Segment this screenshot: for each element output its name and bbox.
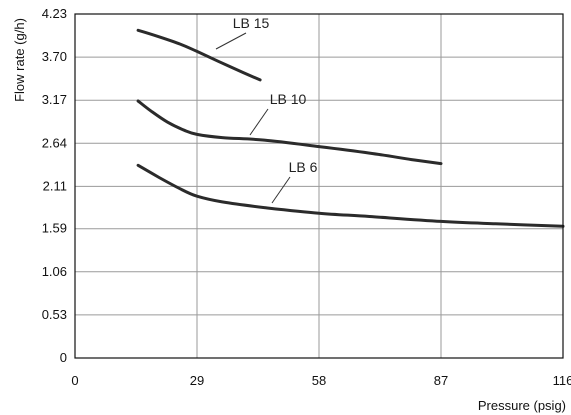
y-tick-label: 1.59 [42, 221, 67, 236]
y-tick-label: 0 [60, 350, 67, 365]
y-tick-label: 2.11 [43, 178, 67, 193]
y-tick-label: 0.53 [42, 307, 67, 322]
series-label: LB 6 [289, 159, 318, 175]
series-line-lb-15 [136, 28, 262, 82]
grid-lines [75, 14, 563, 358]
x-tick-label: 0 [71, 373, 78, 388]
y-axis-label: Flow rate (g/h) [12, 18, 27, 102]
x-tick-label: 87 [434, 373, 448, 388]
series-line-lb-10 [136, 99, 443, 166]
series-label-leader [249, 108, 269, 136]
x-tick-label: 29 [190, 373, 204, 388]
x-axis-label: Pressure (psig) [478, 398, 566, 413]
x-tick-label: 116 [553, 373, 571, 388]
y-tick-label: 2.64 [42, 135, 67, 150]
series-lines [136, 28, 565, 228]
series-label: LB 10 [270, 91, 307, 107]
y-tick-label: 4.23 [42, 6, 67, 21]
series-labels: LB 15 LB 10 LB 6 [215, 15, 318, 204]
series-label: LB 15 [233, 15, 270, 31]
series-label-leader [271, 176, 291, 204]
x-tick-label: 58 [312, 373, 326, 388]
series-label-leader [215, 32, 247, 50]
tick-labels: 0 0.53 1.06 1.59 2.11 2.64 3.17 3.70 4.23 0 29 58 87… [42, 6, 571, 388]
y-tick-label: 1.06 [42, 264, 67, 279]
y-tick-label: 3.70 [42, 49, 67, 64]
series-line-lb-6 [136, 163, 565, 228]
plot-frame [74, 13, 564, 359]
y-tick-label: 3.17 [42, 92, 67, 107]
